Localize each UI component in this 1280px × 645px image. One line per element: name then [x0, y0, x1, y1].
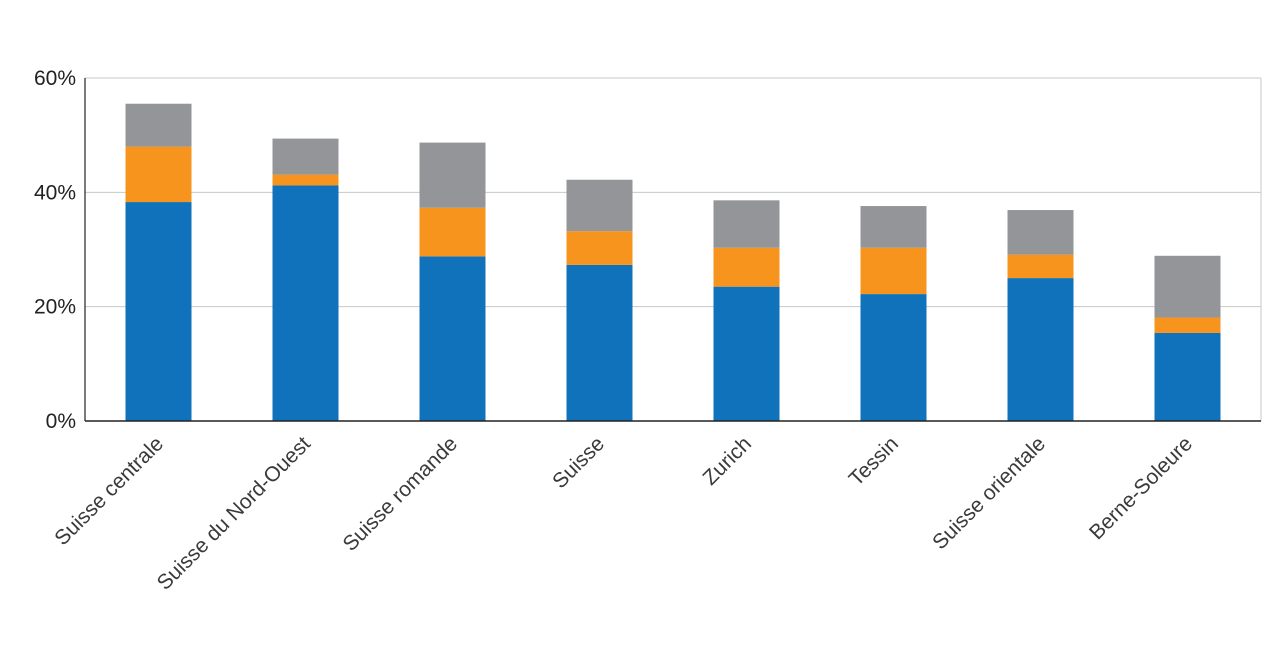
- y-tick-label: 40%: [34, 181, 76, 204]
- bar-segment-series-2: [1007, 254, 1074, 279]
- category-label: Suisse romande: [338, 432, 462, 556]
- bars: [125, 103, 1221, 421]
- category-label: Suisse orientale: [928, 432, 1050, 554]
- y-tick-label: 20%: [34, 296, 76, 319]
- bar-segment-series-1: [419, 256, 486, 421]
- category-label: Zurich: [699, 432, 757, 490]
- category-label: Suisse: [548, 432, 609, 493]
- bar-segment-series-3: [272, 138, 339, 175]
- bar-segment-series-1: [566, 264, 633, 421]
- bar-segment-series-2: [860, 247, 927, 295]
- bar-segment-series-1: [272, 185, 339, 421]
- bar-segment-series-2: [419, 207, 486, 257]
- bar-segment-series-2: [125, 146, 192, 203]
- bar-segment-series-2: [272, 174, 339, 186]
- bar-segment-series-3: [1154, 255, 1221, 318]
- bar-segment-series-3: [1007, 210, 1074, 255]
- y-tick-label: 60%: [34, 67, 76, 90]
- category-label: Suisse centrale: [50, 432, 168, 550]
- bar-segment-series-3: [860, 206, 927, 248]
- bar-segment-series-1: [713, 286, 780, 421]
- bar-segment-series-1: [860, 294, 927, 421]
- y-tick-label: 0%: [46, 410, 76, 433]
- gridlines: [85, 77, 1261, 308]
- bar-segment-series-3: [713, 200, 780, 248]
- category-label: Berne-Soleure: [1085, 432, 1197, 544]
- bar-segment-series-1: [125, 202, 192, 421]
- bar-segment-series-3: [566, 179, 633, 232]
- bar-segment-series-3: [125, 103, 192, 147]
- bar-segment-series-1: [1154, 332, 1221, 421]
- axes: [84, 78, 1262, 422]
- bar-segment-series-2: [566, 231, 633, 265]
- category-label: Suisse du Nord-Ouest: [153, 432, 315, 594]
- category-label: Tessin: [845, 432, 903, 490]
- bar-segment-series-3: [419, 142, 486, 208]
- y-tick-labels: 0% 20% 40% 60%: [34, 67, 76, 433]
- bar-segment-series-2: [713, 247, 780, 287]
- bar-segment-series-2: [1154, 317, 1221, 333]
- bar-segment-series-1: [1007, 278, 1074, 421]
